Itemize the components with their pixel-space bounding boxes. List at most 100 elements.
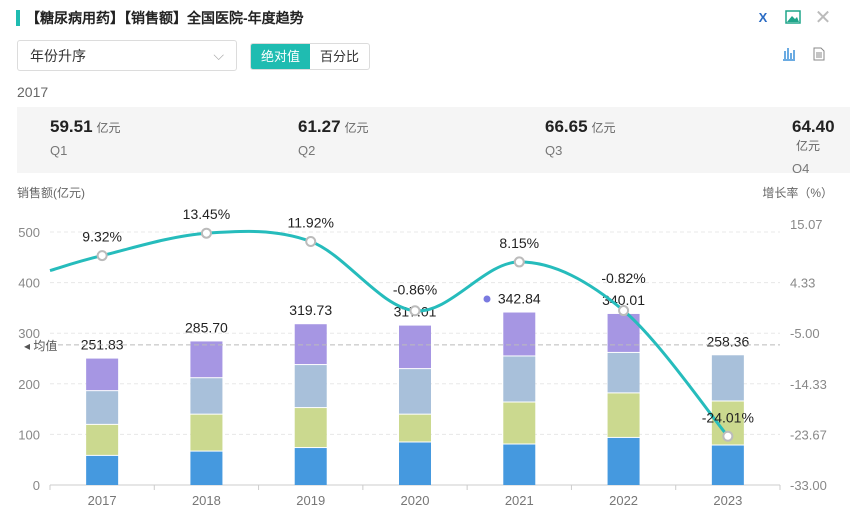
y-tick-label: 0 — [33, 478, 40, 493]
bar-segment-q3 — [607, 352, 640, 393]
bar-segment-q4 — [86, 358, 119, 391]
y2-tick-label: 4.33 — [790, 276, 815, 291]
y2-tick-label: 15.07 — [790, 217, 823, 232]
bar-total-label: 285.70 — [185, 319, 228, 335]
image-export-icon[interactable] — [784, 8, 802, 26]
bar-segment-q4 — [190, 341, 223, 378]
quarter-value: 66.65 — [545, 117, 588, 136]
y-axis-title: 销售额(亿元) — [17, 185, 85, 200]
quarter-card: 66.65 亿元 Q3 — [545, 117, 616, 158]
legend-dot — [483, 295, 491, 303]
y2-tick-label: -23.67 — [790, 427, 827, 442]
quarter-unit: 亿元 — [591, 121, 616, 135]
x-tick-label: 2020 — [401, 493, 430, 508]
quarter-label: Q3 — [545, 143, 563, 158]
bar-segment-q4 — [399, 325, 431, 369]
value-mode-toggle[interactable]: 绝对值 百分比 — [250, 43, 371, 70]
bar-segment-q3 — [294, 365, 327, 408]
bar-segment-q1 — [711, 445, 744, 485]
x-tick-label: 2022 — [609, 493, 638, 508]
quarter-value: 64.40 — [792, 117, 835, 136]
bar-segment-q1 — [503, 444, 536, 485]
x-tick-label: 2017 — [88, 493, 117, 508]
bar-segment-q3 — [503, 356, 536, 402]
y2-tick-label: -14.33 — [790, 377, 827, 392]
sort-select[interactable]: 年份升序 ⌵ — [17, 40, 237, 71]
x-tick-label: 2021 — [505, 493, 534, 508]
quarter-label: Q1 — [50, 143, 68, 158]
quarter-summary: 59.51 亿元 Q1 61.27 亿元 Q2 66.65 亿元 Q3 64.40亿元 Q4 — [17, 107, 850, 173]
average-label: ◂ 均值 — [24, 338, 57, 353]
y-tick-label: 200 — [18, 377, 40, 392]
growth-label: 11.92% — [287, 214, 333, 230]
bar-segment-q3 — [399, 369, 431, 414]
growth-point — [305, 235, 317, 247]
tab-absolute[interactable]: 绝对值 — [251, 44, 311, 69]
bar-total-label: 340.01 — [602, 292, 645, 308]
bar-segment-q2 — [190, 414, 223, 451]
growth-label: -0.86% — [393, 282, 437, 298]
bar-segment-q3 — [190, 378, 223, 414]
growth-label: -0.82% — [601, 270, 645, 286]
y-tick-label: 100 — [18, 427, 40, 442]
bar-segment-q1 — [294, 448, 327, 485]
y-tick-label: 400 — [18, 276, 40, 291]
growth-label: 8.15% — [499, 235, 539, 251]
quarter-card: 64.40 亿元 Q4 — [792, 117, 850, 173]
growth-point — [618, 305, 630, 317]
bar-total-label: 319.73 — [289, 302, 332, 318]
bar-segment-q4 — [503, 312, 536, 356]
growth-point — [513, 256, 525, 268]
chevron-down-icon: ⌵ — [213, 47, 224, 63]
y-tick-label: 500 — [18, 225, 40, 240]
y2-tick-label: -5.00 — [790, 326, 820, 341]
bar-segment-q2 — [503, 402, 536, 444]
growth-label: 13.45% — [183, 206, 230, 222]
quarter-card: 61.27 亿元 Q2 — [298, 117, 369, 158]
y2-tick-label: -33.00 — [790, 478, 827, 493]
sort-select-value: 年份升序 — [30, 47, 86, 64]
quarter-unit: 亿元 — [796, 139, 821, 153]
quarter-card: 59.51 亿元 Q1 — [50, 117, 121, 158]
quarter-value: 59.51 — [50, 117, 93, 136]
bar-segment-q2 — [294, 408, 327, 448]
quarter-unit: 亿元 — [96, 121, 121, 135]
x-tick-label: 2018 — [192, 493, 221, 508]
y2-axis-title: 增长率（%） — [762, 185, 833, 200]
close-icon[interactable]: ✕ — [814, 6, 832, 29]
panel-title: 【糖尿病用药】【销售额】全国医院-年度趋势 — [26, 10, 304, 26]
bar-segment-q4 — [294, 324, 327, 365]
growth-point — [200, 227, 212, 239]
growth-point — [96, 250, 108, 262]
title-accent — [16, 10, 20, 26]
bar-chart-icon[interactable] — [780, 45, 798, 63]
sales-trend-chart: 销售额(亿元) 增长率（%） 0 -33.00 100 -23.67 200 -14.33 30… — [17, 185, 833, 508]
bar-segment-q1 — [86, 455, 119, 485]
bar-segment-q2 — [607, 393, 640, 437]
bar-total-label: 258.36 — [706, 333, 749, 349]
bar-segment-q3 — [711, 355, 744, 401]
growth-label: 9.32% — [82, 229, 122, 245]
bar-segment-q1 — [607, 437, 640, 485]
bar-segment-q1 — [190, 451, 223, 485]
quarter-unit: 亿元 — [344, 121, 369, 135]
y-tick-label: 300 — [18, 326, 40, 341]
bar-total-label: 342.84 — [498, 291, 541, 307]
growth-label: -24.01% — [702, 409, 754, 425]
quarter-label: Q4 — [792, 161, 810, 173]
tab-percent[interactable]: 百分比 — [320, 49, 360, 64]
quarter-value: 61.27 — [298, 117, 341, 136]
panel-header: 【糖尿病用药】【销售额】全国医院-年度趋势 — [16, 8, 304, 28]
x-tick-label: 2019 — [296, 493, 325, 508]
bar-segment-q2 — [399, 414, 431, 442]
bar-segment-q3 — [86, 391, 119, 424]
x-tick-label: 2023 — [713, 493, 742, 508]
quarter-label: Q2 — [298, 143, 316, 158]
selected-year: 2017 — [17, 84, 49, 100]
excel-export-icon[interactable]: X — [758, 9, 768, 25]
growth-point — [409, 305, 421, 317]
table-view-icon[interactable] — [810, 45, 828, 63]
bar-segment-q1 — [399, 442, 431, 485]
bar-segment-q2 — [86, 424, 119, 455]
growth-point — [722, 430, 734, 442]
